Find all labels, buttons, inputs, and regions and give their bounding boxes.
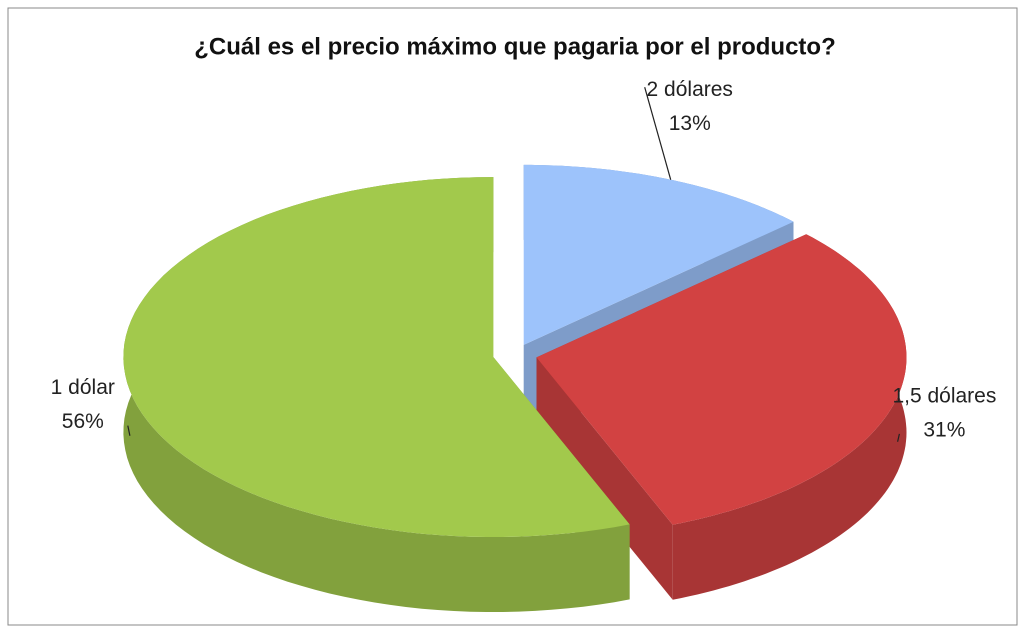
leader-line	[127, 425, 131, 436]
leader-line	[644, 87, 672, 180]
chart-title: ¿Cuál es el precio máximo que pagaria po…	[194, 33, 835, 60]
leader-line	[897, 433, 900, 442]
value-label: 31%	[923, 418, 965, 441]
slice-wall	[536, 357, 673, 600]
value-label: 13%	[669, 112, 711, 135]
category-label: 1,5 dólares	[892, 384, 996, 407]
category-label: 2 dólares	[647, 78, 733, 101]
slice-top	[123, 177, 630, 537]
value-label: 56%	[62, 410, 104, 433]
slice-top	[536, 234, 907, 525]
pie-slice	[123, 177, 630, 612]
slice-top	[523, 164, 794, 345]
pie-slice	[536, 234, 907, 600]
category-label: 1 dólar	[51, 376, 115, 399]
